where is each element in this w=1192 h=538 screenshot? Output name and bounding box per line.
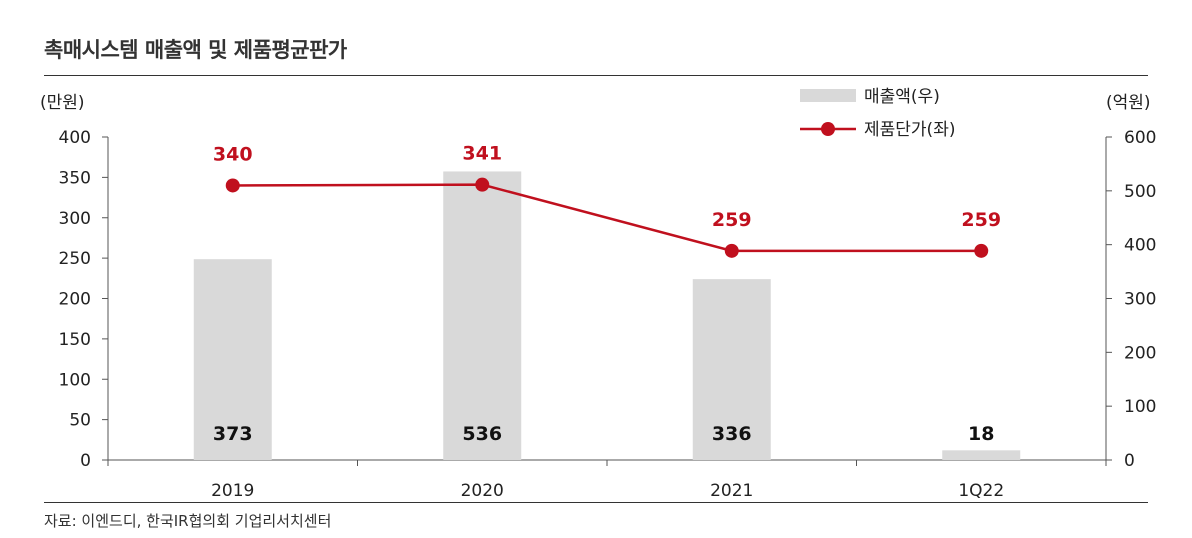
legend-line-label: 제품단가(좌) <box>864 120 955 140</box>
right-tick-label: 400 <box>1124 236 1156 256</box>
left-tick-label: 200 <box>59 290 91 310</box>
left-tick-label: 400 <box>59 128 91 148</box>
source-note: 자료: 이엔드디, 한국IR협의회 기업리서치센터 <box>44 512 332 530</box>
legend-bar-label: 매출액(우) <box>864 87 940 107</box>
price-value-label: 259 <box>712 209 752 231</box>
bar-value-label: 18 <box>968 423 994 445</box>
bar-value-label: 536 <box>462 423 502 445</box>
price-point-2019 <box>225 178 240 193</box>
bar-value-label: 336 <box>712 423 752 445</box>
right-tick-label: 200 <box>1124 343 1156 363</box>
right-tick-label: 600 <box>1124 128 1156 148</box>
price-point-2021 <box>724 243 739 258</box>
right-tick-label: 500 <box>1124 182 1156 202</box>
bar-value-label: 373 <box>213 423 253 445</box>
x-tick-label: 2019 <box>211 481 254 501</box>
left-tick-label: 250 <box>59 249 91 269</box>
x-tick-label: 2021 <box>710 481 753 501</box>
left-tick-label: 350 <box>59 168 91 188</box>
right-tick-label: 300 <box>1124 290 1156 310</box>
left-tick-label: 50 <box>69 411 91 431</box>
price-point-2020 <box>475 177 490 192</box>
right-tick-label: 0 <box>1124 451 1135 471</box>
price-value-label: 259 <box>961 209 1001 231</box>
left-tick-label: 150 <box>59 330 91 350</box>
left-axis-unit: (만원) <box>40 93 85 113</box>
left-tick-label: 300 <box>59 209 91 229</box>
price-line <box>232 183 982 253</box>
x-tick-label: 1Q22 <box>958 481 1004 501</box>
bar-1Q22 <box>942 450 1021 460</box>
legend-line-marker <box>821 122 835 136</box>
chart-title: 촉매시스템 매출액 및 제품평균판가 <box>44 38 347 62</box>
left-tick-label: 100 <box>59 370 91 390</box>
bar-2020 <box>443 171 522 460</box>
bar-2019 <box>193 259 272 460</box>
x-tick-label: 2020 <box>461 481 504 501</box>
price-value-label: 341 <box>462 143 502 165</box>
right-tick-label: 100 <box>1124 397 1156 417</box>
source-divider <box>44 502 1148 503</box>
left-tick-label: 0 <box>80 451 91 471</box>
right-axis-unit: (억원) <box>1106 93 1151 113</box>
price-point-1Q22 <box>974 243 989 258</box>
bar-2021 <box>692 279 771 460</box>
legend-bar-swatch <box>800 89 856 102</box>
price-value-label: 340 <box>213 143 253 165</box>
title-divider <box>44 75 1148 76</box>
